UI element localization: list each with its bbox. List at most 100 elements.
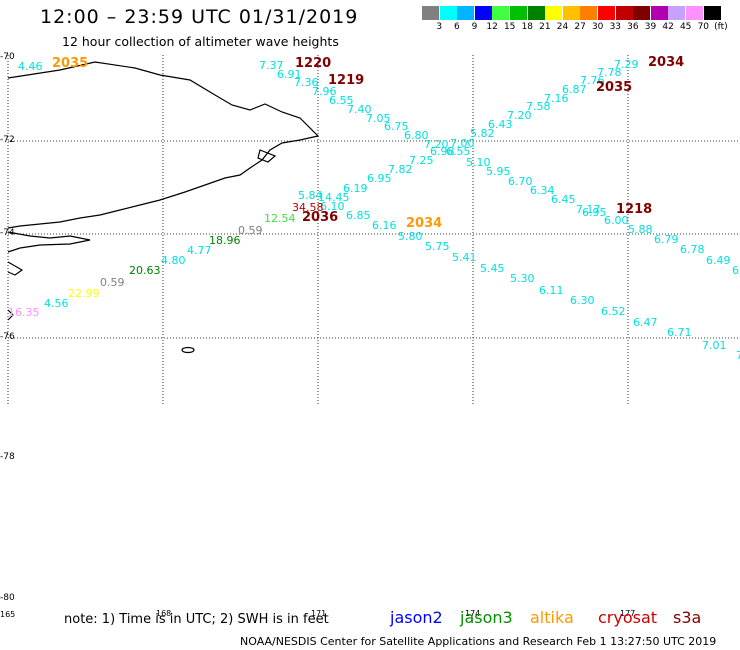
wave-height-value: 14.45 bbox=[318, 191, 350, 204]
lon-label-171: 171 bbox=[311, 609, 327, 618]
lat-label-72: -72 bbox=[0, 135, 15, 145]
wave-height-value: 6.10 bbox=[320, 200, 345, 213]
scale-label: 36 bbox=[627, 22, 639, 32]
wave-height-value: 7 bbox=[736, 349, 740, 362]
pass-time-label: 2034 bbox=[406, 216, 443, 231]
wave-height-value: 5.82 bbox=[470, 127, 495, 140]
wave-height-value: 4.56 bbox=[44, 297, 69, 310]
map-subtitle: 12 hour collection of altimeter wave hei… bbox=[62, 34, 339, 49]
scale-swatch bbox=[650, 6, 668, 20]
legend-jason2: jason2 bbox=[390, 608, 443, 627]
scale-label: 70 bbox=[697, 22, 710, 32]
wave-height-value: 18.96 bbox=[209, 234, 241, 247]
wave-height-value: 6.80 bbox=[404, 129, 429, 142]
wave-height-value: 7.05 bbox=[366, 112, 391, 125]
lat-label-70: -70 bbox=[0, 52, 15, 62]
wave-height-value: 20.63 bbox=[129, 264, 161, 277]
scale-swatch bbox=[633, 6, 651, 20]
wave-height-value: 5.88 bbox=[628, 223, 653, 236]
wave-height-value: 4.80 bbox=[161, 254, 186, 267]
wave-height-value: 6.95 bbox=[582, 206, 607, 219]
wave-height-value: 4.46 bbox=[18, 60, 43, 73]
scale-label: 3 bbox=[436, 22, 443, 32]
scale-swatch bbox=[492, 6, 510, 20]
wave-height-value: 7.76 bbox=[580, 74, 605, 87]
pass-time-label: 2035 bbox=[52, 56, 89, 71]
island bbox=[181, 346, 195, 354]
wave-height-value: 6.70 bbox=[508, 175, 533, 188]
wave-height-value: 6.45 bbox=[551, 193, 576, 206]
wave-height-value: 7.29 bbox=[614, 58, 639, 71]
pass-time-label: 2035 bbox=[596, 80, 633, 95]
pass-time-label: 1220 bbox=[295, 56, 332, 71]
scale-label: 18 bbox=[521, 22, 534, 32]
lon-label-168: 168 bbox=[156, 609, 172, 618]
map-title: 12:00 – 23:59 UTC 01/31/2019 bbox=[40, 6, 359, 28]
wave-height-value: 7.20 bbox=[507, 109, 532, 122]
scale-label: 39 bbox=[644, 22, 657, 32]
scale-swatch bbox=[457, 6, 475, 20]
wave-height-value: 5.84 bbox=[298, 189, 323, 202]
scale-swatch bbox=[598, 6, 615, 20]
scale-swatch bbox=[703, 6, 721, 20]
wave-height-value: 7.96 bbox=[312, 85, 337, 98]
wave-height-value: 6.43 bbox=[488, 118, 513, 131]
wave-height-value: 7.40 bbox=[347, 103, 372, 116]
wave-height-value: 6.71 bbox=[667, 326, 692, 339]
scale-label: 30 bbox=[591, 22, 604, 32]
wave-height-value: 6.55 bbox=[446, 145, 471, 158]
wave-height-value: 5.75 bbox=[425, 240, 450, 253]
scale-swatch bbox=[686, 6, 703, 20]
lat-label-76: -76 bbox=[0, 332, 15, 342]
wave-height-value: 5.41 bbox=[452, 251, 477, 264]
pass-time-label: 2034 bbox=[648, 55, 685, 70]
lat-label-78: -78 bbox=[0, 452, 15, 462]
wave-height-value: 6.85 bbox=[346, 209, 371, 222]
legend-cryosat: cryosat bbox=[598, 608, 658, 627]
wave-height-value: 7.58 bbox=[526, 100, 551, 113]
ice-edge bbox=[257, 149, 277, 163]
scale-swatch bbox=[580, 6, 598, 20]
coastline bbox=[7, 61, 320, 354]
wave-height-value: 5.80 bbox=[398, 230, 423, 243]
credit-line: NOAA/NESDIS Center for Satellite Applica… bbox=[240, 635, 717, 648]
wave-height-value: 6.16 bbox=[372, 219, 397, 232]
coastline-main bbox=[7, 61, 320, 229]
lat-label-80: -80 bbox=[0, 593, 15, 603]
lon-label-177: 177 bbox=[620, 609, 636, 618]
wave-height-value: 6.78 bbox=[680, 243, 705, 256]
legend-s3a: s3a bbox=[673, 608, 702, 627]
pass-time-label: 1219 bbox=[328, 73, 365, 88]
wave-height-value: 12.54 bbox=[264, 212, 296, 225]
wave-height-value: 6.95 bbox=[367, 172, 392, 185]
scale-label: 24 bbox=[556, 22, 569, 32]
legend-jason3: jason3 bbox=[460, 608, 513, 627]
scale-label: 27 bbox=[574, 22, 586, 32]
scale-label: 15 bbox=[503, 22, 516, 32]
wave-height-value: 6.55 bbox=[329, 94, 354, 107]
pass-time-label: 2036 bbox=[302, 210, 339, 225]
wave-height-value: 6.75 bbox=[384, 120, 409, 133]
wave-height-value: 7.82 bbox=[388, 163, 413, 176]
scale-label: 45 bbox=[679, 22, 692, 32]
scale-label: 21 bbox=[539, 22, 551, 32]
scale-label: 9 bbox=[471, 22, 478, 32]
pass-time-label: 1218 bbox=[616, 202, 653, 217]
wave-height-value: 6.19 bbox=[343, 182, 368, 195]
wave-height-value: 5.10 bbox=[466, 156, 491, 169]
wave-height-value: 7.36 bbox=[294, 76, 319, 89]
legend-note: note: 1) Time is in UTC; 2) SWH is in fe… bbox=[64, 612, 329, 627]
wave-height-value: 0.59 bbox=[238, 224, 263, 237]
lat-label-74: -74 bbox=[0, 228, 15, 238]
wave-height-value: 5.30 bbox=[510, 272, 535, 285]
wave-height-value: 7.01 bbox=[702, 339, 727, 352]
wave-height-value: 5.45 bbox=[480, 262, 505, 275]
scale-swatch bbox=[474, 6, 492, 20]
wave-height-value: 7.17 bbox=[576, 203, 601, 216]
wave-height-value: 7.20 bbox=[424, 138, 449, 151]
wave-height-value: 6.47 bbox=[633, 316, 658, 329]
wave-height-value: 7.78 bbox=[597, 66, 622, 79]
scale-swatch bbox=[422, 6, 439, 20]
lon-label-174: 174 bbox=[465, 609, 481, 618]
